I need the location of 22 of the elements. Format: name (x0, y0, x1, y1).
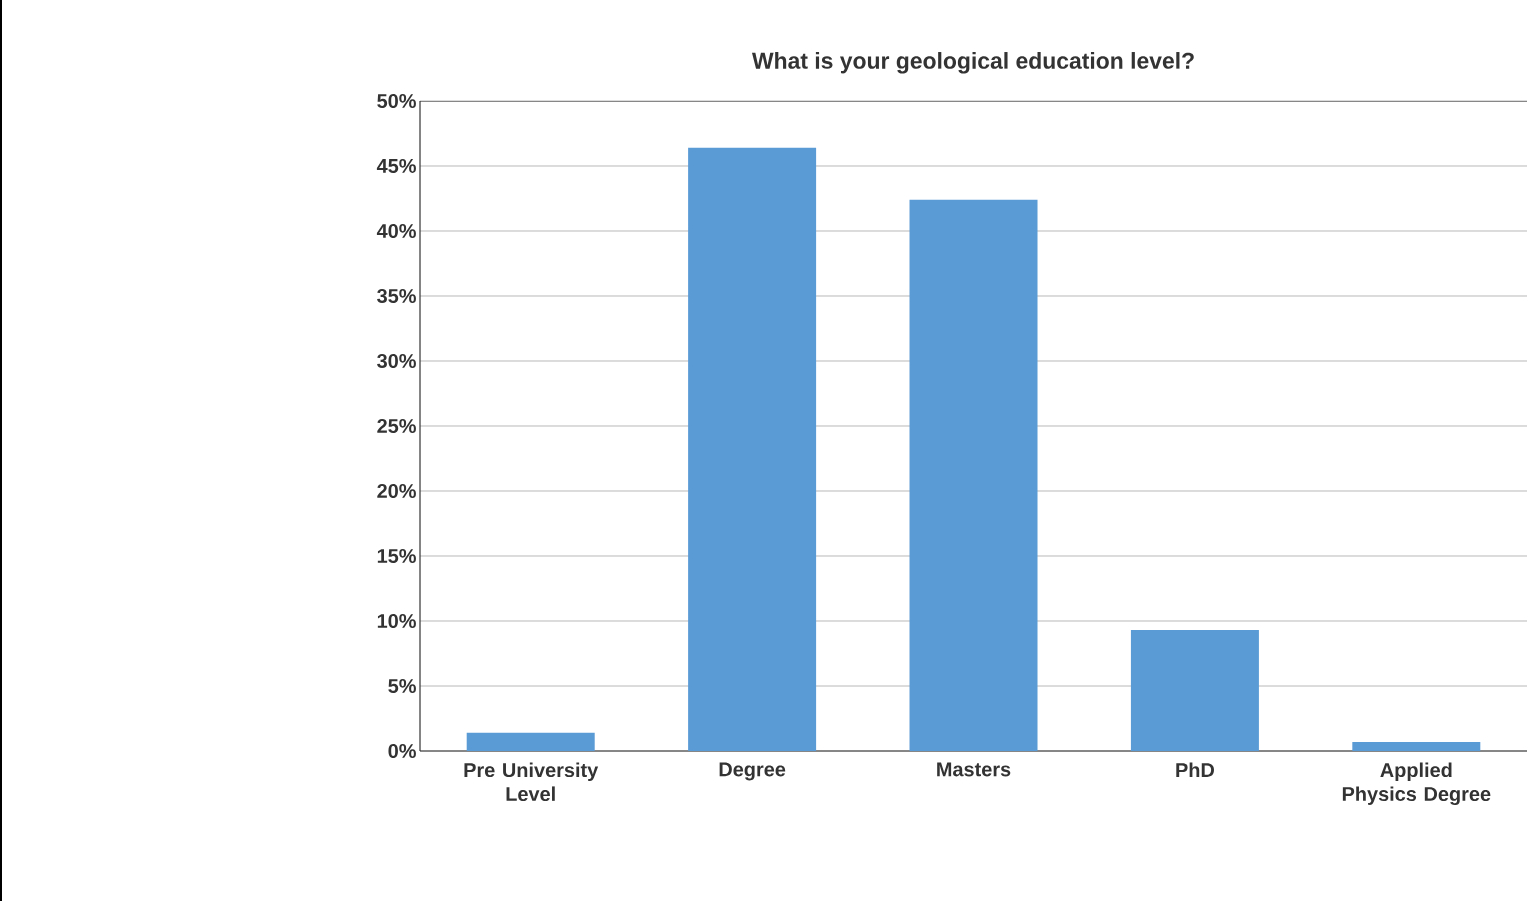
x-tick-label: Masters (937, 762, 1011, 777)
y-tick-label: 15% (377, 548, 416, 564)
y-tick-label: 5% (388, 678, 416, 694)
bar (688, 147, 817, 751)
bar (909, 199, 1038, 751)
bar (466, 732, 595, 751)
x-tick-label: Pre University Level (464, 762, 599, 802)
x-tick-label: Degree (719, 762, 786, 781)
y-tick-label: 35% (377, 288, 416, 304)
y-tick-label: 30% (377, 353, 416, 369)
y-tick-label: 50% (377, 93, 416, 109)
x-tick-label: Applied Physics Degree (1342, 762, 1491, 806)
y-tick-label: 0% (388, 743, 416, 759)
y-tick-label: 40% (376, 223, 416, 239)
chart-title: What is your geological education level? (751, 52, 1194, 74)
y-tick-label: 45% (376, 158, 416, 174)
y-tick-label: 20% (377, 483, 416, 499)
y-tick-label: 10% (377, 613, 416, 629)
x-tick-label: PhD (1176, 762, 1214, 777)
y-tick-label: 25% (377, 418, 416, 434)
bar (1130, 630, 1259, 751)
bar (1352, 741, 1481, 751)
